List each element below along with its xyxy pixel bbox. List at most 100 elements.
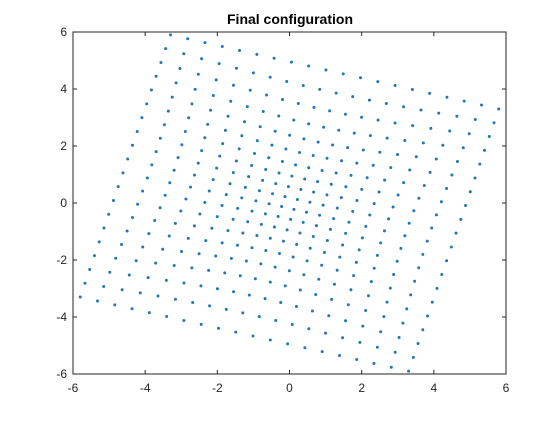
scatter-point <box>96 299 99 303</box>
scatter-point <box>360 115 364 119</box>
scatter-point <box>421 252 425 256</box>
scatter-point <box>328 109 332 113</box>
scatter-point <box>182 52 186 56</box>
scatter-point <box>322 125 326 129</box>
scatter-point <box>192 224 196 228</box>
scatter-point <box>314 224 318 228</box>
scatter-point <box>285 228 289 232</box>
scatter-point <box>357 248 361 252</box>
scatter-point <box>284 147 288 151</box>
scatter-point <box>170 95 174 99</box>
scatter-point <box>355 357 359 361</box>
scatter-point <box>274 318 278 322</box>
scatter-point <box>220 204 224 207</box>
scatter-point <box>204 239 208 243</box>
scatter-point <box>235 243 239 247</box>
scatter-point <box>236 206 240 210</box>
scatter-point <box>234 330 238 334</box>
scatter-point <box>308 200 312 204</box>
scatter-point <box>455 159 459 163</box>
scatter-point <box>455 114 459 118</box>
scatter-point <box>168 181 172 185</box>
scatter-point <box>200 149 204 153</box>
x-tick-label: -2 <box>212 381 223 395</box>
scatter-point <box>237 147 241 151</box>
scatter-point <box>276 215 280 219</box>
scatter-point <box>301 220 305 224</box>
scatter-point <box>158 136 162 140</box>
x-tick-label: 4 <box>430 381 437 395</box>
scatter-point <box>211 93 215 97</box>
scatter-point <box>430 300 434 304</box>
scatter-point <box>178 66 182 70</box>
scatter-point <box>255 139 259 143</box>
scatter-point <box>335 206 339 210</box>
scatter-point <box>145 102 149 106</box>
y-tick-label: -2 <box>56 253 67 267</box>
scatter-point <box>229 99 233 103</box>
scatter-point <box>303 177 307 181</box>
scatter-point <box>327 314 331 318</box>
scatter-point <box>111 198 115 202</box>
scatter-point <box>372 202 376 206</box>
scatter-point <box>307 64 311 68</box>
scatter-point <box>283 284 287 288</box>
scatter-point <box>358 340 362 344</box>
scatter-point <box>393 121 397 125</box>
scatter-point <box>153 219 157 223</box>
scatter-point <box>379 241 383 245</box>
scatter-point <box>292 118 296 122</box>
scatter-point <box>389 166 393 170</box>
scatter-point <box>251 334 255 338</box>
scatter-point <box>154 150 158 154</box>
scatter-point <box>425 239 429 243</box>
scatter-point <box>274 182 278 186</box>
scatter-point <box>417 266 421 270</box>
scatter-point <box>312 105 316 109</box>
scatter-point <box>320 263 324 267</box>
scatter-point <box>422 183 426 187</box>
scatter-point <box>167 234 171 238</box>
scatter-point <box>410 87 414 91</box>
scatter-point <box>217 62 221 66</box>
scatter-point <box>480 103 483 107</box>
scatter-point <box>334 171 338 175</box>
scatter-point <box>346 303 350 307</box>
scatter-point <box>228 182 232 186</box>
scatter-point <box>211 178 215 182</box>
scatter-point <box>341 336 345 340</box>
scatter-point <box>261 178 265 182</box>
scatter-point <box>445 186 449 190</box>
scatter-point <box>346 146 350 150</box>
scatter-point <box>302 273 306 277</box>
scatter-point <box>180 250 183 254</box>
scatter-point <box>102 284 106 288</box>
scatter-point <box>259 262 263 266</box>
scatter-point <box>375 253 379 257</box>
scatter-point <box>271 192 274 196</box>
scatter-point <box>407 221 411 225</box>
scatter-point <box>299 187 303 191</box>
scatter-point <box>280 160 284 164</box>
scatter-point <box>375 345 379 349</box>
scatter-point <box>121 171 125 175</box>
scatter-point <box>241 231 245 235</box>
scatter-point <box>120 288 124 292</box>
scatter-point <box>421 141 425 145</box>
scatter-point <box>329 182 333 186</box>
scatter-point <box>454 231 458 235</box>
scatter-point <box>164 278 168 282</box>
scatter-point <box>140 116 144 120</box>
scatter-point <box>220 241 224 245</box>
scatter-point <box>397 336 401 340</box>
scatter-point <box>405 307 409 311</box>
scatter-point <box>332 217 336 221</box>
scatter-point <box>367 98 371 102</box>
scatter-point <box>186 37 190 41</box>
scatter-point <box>396 152 399 156</box>
scatter-point <box>298 288 302 292</box>
scatter-point <box>302 137 306 141</box>
scatter-point <box>102 226 106 230</box>
scatter-point <box>411 124 415 128</box>
scatter-point <box>193 173 197 177</box>
